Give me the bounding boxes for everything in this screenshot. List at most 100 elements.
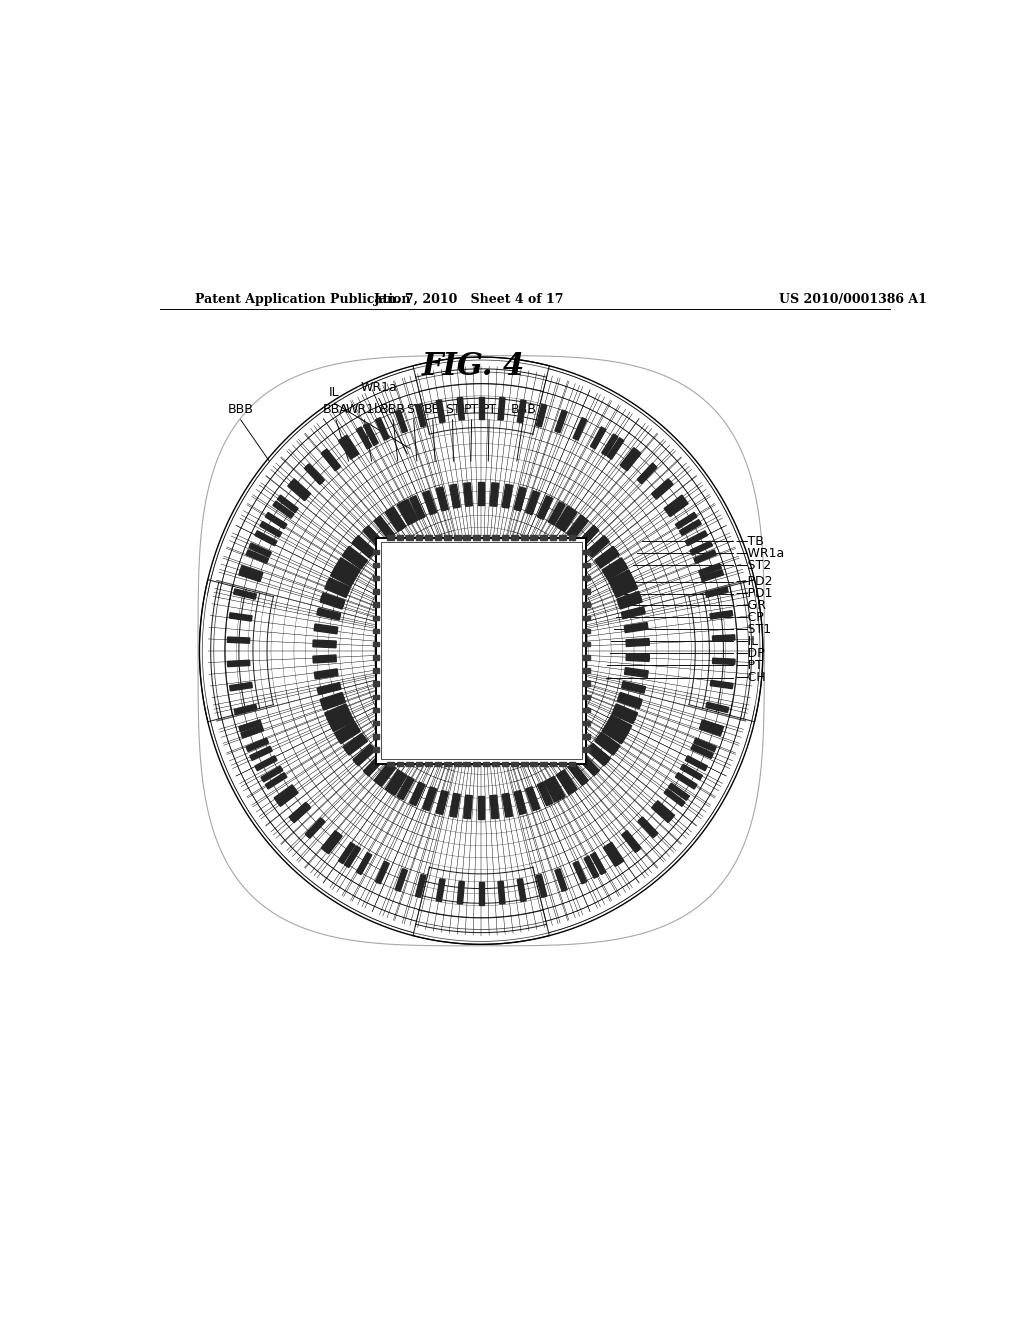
Bar <box>583 549 590 554</box>
Polygon shape <box>680 520 701 536</box>
Bar <box>444 762 451 766</box>
Bar <box>511 536 518 540</box>
Polygon shape <box>291 804 310 822</box>
Polygon shape <box>713 635 735 642</box>
Bar <box>482 536 489 540</box>
Polygon shape <box>602 726 625 743</box>
Polygon shape <box>229 682 252 690</box>
Polygon shape <box>450 484 460 508</box>
Polygon shape <box>354 746 376 766</box>
Bar <box>373 602 379 607</box>
Polygon shape <box>568 517 588 539</box>
Polygon shape <box>323 449 341 470</box>
Polygon shape <box>595 546 617 565</box>
Polygon shape <box>423 787 436 810</box>
Polygon shape <box>327 578 350 594</box>
Polygon shape <box>588 537 609 557</box>
Text: —WR1a: —WR1a <box>735 546 784 560</box>
Polygon shape <box>651 804 672 822</box>
Polygon shape <box>305 818 325 838</box>
Polygon shape <box>376 862 389 884</box>
Bar <box>583 628 590 634</box>
Polygon shape <box>589 743 610 764</box>
Polygon shape <box>397 776 414 800</box>
Bar <box>444 536 451 540</box>
Polygon shape <box>354 536 376 556</box>
Polygon shape <box>617 694 641 709</box>
Polygon shape <box>388 507 406 531</box>
Polygon shape <box>305 463 325 483</box>
Polygon shape <box>621 447 638 469</box>
Bar <box>387 762 393 766</box>
Bar <box>530 762 538 766</box>
Polygon shape <box>608 715 632 731</box>
Polygon shape <box>618 595 642 609</box>
Bar <box>583 602 590 607</box>
Text: BBB: BBB <box>227 403 254 416</box>
Polygon shape <box>364 754 384 776</box>
Bar <box>373 655 379 660</box>
Polygon shape <box>691 744 714 759</box>
Bar <box>511 762 518 766</box>
Bar <box>540 762 547 766</box>
Bar <box>482 762 489 766</box>
Polygon shape <box>602 434 617 455</box>
Polygon shape <box>548 776 565 800</box>
Polygon shape <box>233 589 256 599</box>
Polygon shape <box>313 655 336 663</box>
Polygon shape <box>612 708 636 723</box>
Polygon shape <box>291 479 310 498</box>
Polygon shape <box>289 803 309 821</box>
Polygon shape <box>613 582 638 598</box>
Polygon shape <box>706 702 729 713</box>
Bar <box>583 694 590 700</box>
Bar <box>521 762 527 766</box>
Polygon shape <box>321 693 344 706</box>
Polygon shape <box>227 638 250 643</box>
Polygon shape <box>602 558 625 576</box>
Polygon shape <box>603 845 620 866</box>
Polygon shape <box>626 639 649 647</box>
Polygon shape <box>416 875 426 898</box>
Polygon shape <box>625 668 648 677</box>
Text: Jan. 7, 2010   Sheet 4 of 17: Jan. 7, 2010 Sheet 4 of 17 <box>374 293 564 306</box>
Text: —PD1: —PD1 <box>735 587 772 601</box>
Polygon shape <box>314 669 338 678</box>
Polygon shape <box>622 681 645 693</box>
Polygon shape <box>502 484 512 508</box>
Text: —GR: —GR <box>735 599 766 612</box>
Bar <box>416 762 422 766</box>
Polygon shape <box>638 818 657 838</box>
Polygon shape <box>578 525 598 546</box>
Polygon shape <box>464 795 472 818</box>
Polygon shape <box>328 709 351 725</box>
Polygon shape <box>246 550 268 564</box>
Polygon shape <box>710 611 733 619</box>
Polygon shape <box>352 537 374 558</box>
Polygon shape <box>239 570 261 582</box>
Bar <box>373 681 379 686</box>
Polygon shape <box>568 763 588 784</box>
Polygon shape <box>376 417 389 440</box>
Polygon shape <box>544 779 560 803</box>
Polygon shape <box>681 764 702 780</box>
Polygon shape <box>625 623 648 632</box>
Polygon shape <box>700 719 724 731</box>
Text: —ST1: —ST1 <box>735 623 771 636</box>
Polygon shape <box>339 438 355 459</box>
Polygon shape <box>478 483 484 506</box>
Polygon shape <box>613 704 638 719</box>
Bar <box>381 543 582 759</box>
Polygon shape <box>579 525 599 548</box>
Polygon shape <box>278 495 298 512</box>
Bar <box>583 747 590 752</box>
Text: BBB: BBB <box>380 403 406 416</box>
Polygon shape <box>538 781 553 805</box>
Polygon shape <box>255 531 278 545</box>
Bar <box>530 536 538 540</box>
Polygon shape <box>579 754 599 776</box>
Polygon shape <box>334 564 357 581</box>
Polygon shape <box>608 570 632 586</box>
Bar <box>559 762 566 766</box>
Polygon shape <box>478 883 483 904</box>
